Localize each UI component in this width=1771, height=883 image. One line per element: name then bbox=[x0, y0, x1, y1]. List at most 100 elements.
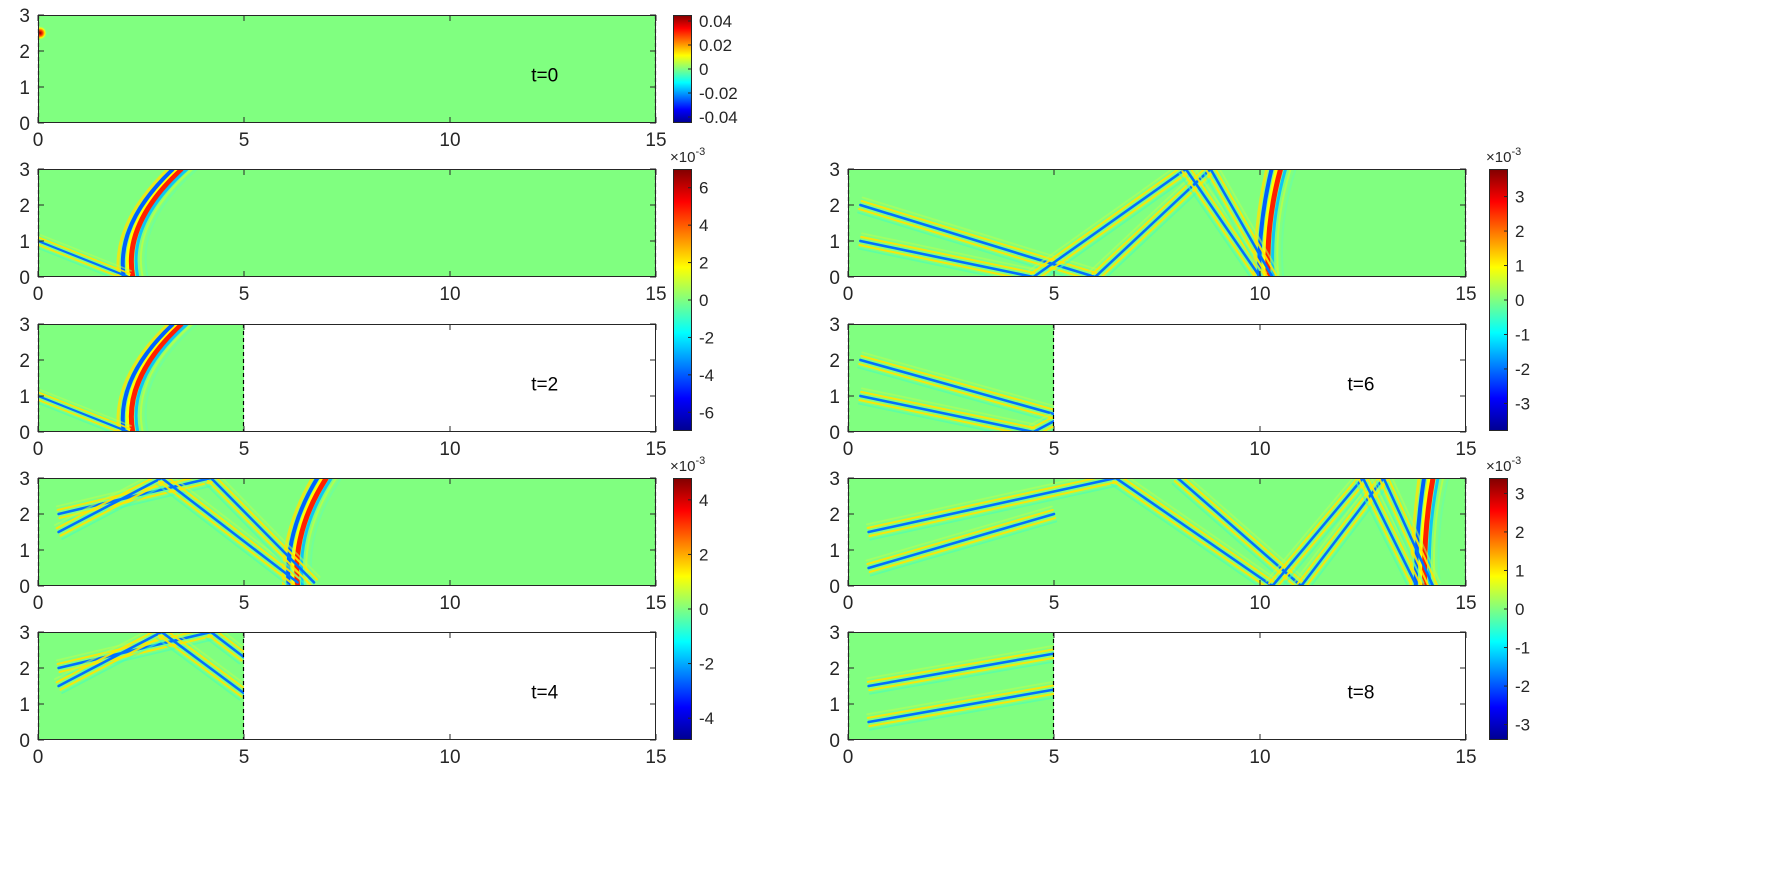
y-tick-label: 2 bbox=[19, 351, 30, 372]
colorbar-tick-label: 2 bbox=[1515, 222, 1524, 241]
wave-band bbox=[867, 652, 1054, 688]
wavefront bbox=[139, 324, 193, 432]
wave-band bbox=[1027, 169, 1174, 272]
axes-frame bbox=[38, 169, 656, 277]
y-tick-label: 0 bbox=[829, 731, 840, 752]
wave-band bbox=[1355, 480, 1409, 586]
x-tick-label: 10 bbox=[1249, 747, 1270, 768]
wave-band bbox=[869, 660, 1054, 695]
wave-band bbox=[1378, 478, 1430, 586]
x-tick-label: 15 bbox=[1455, 593, 1476, 614]
field-image bbox=[848, 478, 1466, 586]
field-image bbox=[38, 15, 656, 123]
y-tick-label: 1 bbox=[829, 232, 840, 253]
colorbar-gradient bbox=[673, 169, 692, 431]
wave-band bbox=[857, 366, 1053, 423]
colorbar-p2: 6 4 2 0 -2 -4 -6 ×10-3 bbox=[670, 146, 714, 431]
y-tick-label: 0 bbox=[19, 114, 30, 135]
wave-band bbox=[38, 398, 122, 432]
wave-band bbox=[1028, 413, 1052, 427]
wavefront bbox=[1437, 478, 1450, 586]
wavefront bbox=[1419, 478, 1431, 586]
wave-band bbox=[158, 480, 297, 586]
wave-band bbox=[59, 634, 165, 691]
wave-band bbox=[861, 232, 1036, 271]
wave-band bbox=[1214, 169, 1278, 276]
y-tick-label: 2 bbox=[829, 505, 840, 526]
wave-band bbox=[1029, 169, 1181, 275]
wave-band bbox=[38, 243, 122, 277]
wave-band bbox=[1309, 481, 1391, 586]
x-tick-label: 15 bbox=[1455, 747, 1476, 768]
x-tick-label: 10 bbox=[439, 747, 460, 768]
colorbar-tick-label: -2 bbox=[699, 655, 714, 674]
colorbar-tick-label: 2 bbox=[1515, 523, 1524, 542]
colorbar-tick-label: 2 bbox=[699, 545, 708, 564]
wave-band bbox=[54, 632, 147, 681]
wave-band bbox=[1045, 174, 1192, 277]
wave-band bbox=[1202, 171, 1265, 277]
y-tick-label: 3 bbox=[19, 623, 30, 644]
colorbar-tick-label: 0 bbox=[699, 291, 708, 310]
x-tick-label: 5 bbox=[239, 284, 250, 305]
y-tick-label: 2 bbox=[829, 351, 840, 372]
wave-band bbox=[1184, 169, 1262, 277]
wave-band bbox=[38, 402, 113, 432]
y-tick-label: 2 bbox=[19, 42, 30, 63]
wave-band bbox=[1121, 478, 1276, 584]
wave-band bbox=[57, 478, 163, 534]
y-tick-label: 2 bbox=[19, 659, 30, 680]
wave-band bbox=[1358, 478, 1414, 586]
x-tick-label: 10 bbox=[1249, 284, 1270, 305]
colorbar-tick-label: -0.02 bbox=[699, 84, 738, 103]
x-tick-label: 15 bbox=[645, 284, 666, 305]
axes-frame bbox=[38, 478, 656, 586]
x-tick-label: 0 bbox=[843, 747, 854, 768]
wave-band bbox=[866, 648, 1054, 683]
colorbar-p1: 0.04 0.02 0 -0.02 -0.04 bbox=[673, 12, 738, 127]
y-tick-label: 3 bbox=[829, 315, 840, 336]
wave-band bbox=[207, 634, 243, 662]
wave-band bbox=[1173, 480, 1297, 586]
wave-band bbox=[860, 354, 1054, 411]
wave-band bbox=[1361, 478, 1418, 586]
wave-band bbox=[209, 632, 244, 659]
wave-band bbox=[38, 394, 130, 432]
axes-frame bbox=[848, 169, 1466, 277]
x-tick-label: 0 bbox=[843, 439, 854, 460]
wave-band bbox=[859, 358, 1054, 416]
colorbar-gradient bbox=[1489, 478, 1508, 740]
wave-band bbox=[1112, 480, 1267, 586]
source-point bbox=[38, 26, 48, 40]
wave-band bbox=[861, 196, 1099, 271]
wave-band bbox=[858, 399, 1019, 432]
wavefront bbox=[144, 324, 198, 432]
colorbar-tick-label: 1 bbox=[1515, 257, 1524, 276]
subplot-p4: 0 5 10 15 0 1 2 3 bbox=[19, 469, 666, 614]
wave-band bbox=[1265, 478, 1355, 582]
wave-band bbox=[1205, 170, 1269, 277]
wave-band bbox=[209, 478, 316, 584]
x-tick-label: 5 bbox=[239, 747, 250, 768]
y-tick-label: 2 bbox=[19, 505, 30, 526]
x-tick-label: 15 bbox=[1455, 439, 1476, 460]
wave-band bbox=[867, 688, 1054, 724]
wave-band bbox=[1271, 478, 1365, 586]
x-tick-label: 15 bbox=[645, 593, 666, 614]
x-tick-label: 10 bbox=[439, 593, 460, 614]
x-tick-label: 15 bbox=[645, 747, 666, 768]
wave-band bbox=[1178, 172, 1252, 277]
wavefront bbox=[1280, 169, 1297, 277]
colorbar-tick-label: -1 bbox=[1515, 639, 1530, 658]
wave-band bbox=[38, 247, 113, 277]
colorbar-tick-label: 0 bbox=[1515, 291, 1524, 310]
subplot-p7: 0 5 10 15 0 1 2 3 t=6 bbox=[829, 315, 1476, 460]
wave-band bbox=[1171, 482, 1291, 586]
x-tick-label: 5 bbox=[239, 130, 250, 151]
y-tick-label: 1 bbox=[829, 387, 840, 408]
wavefront bbox=[1427, 478, 1440, 586]
wave-band bbox=[866, 478, 1084, 526]
field-image bbox=[38, 632, 244, 740]
wave-band bbox=[859, 394, 1035, 432]
